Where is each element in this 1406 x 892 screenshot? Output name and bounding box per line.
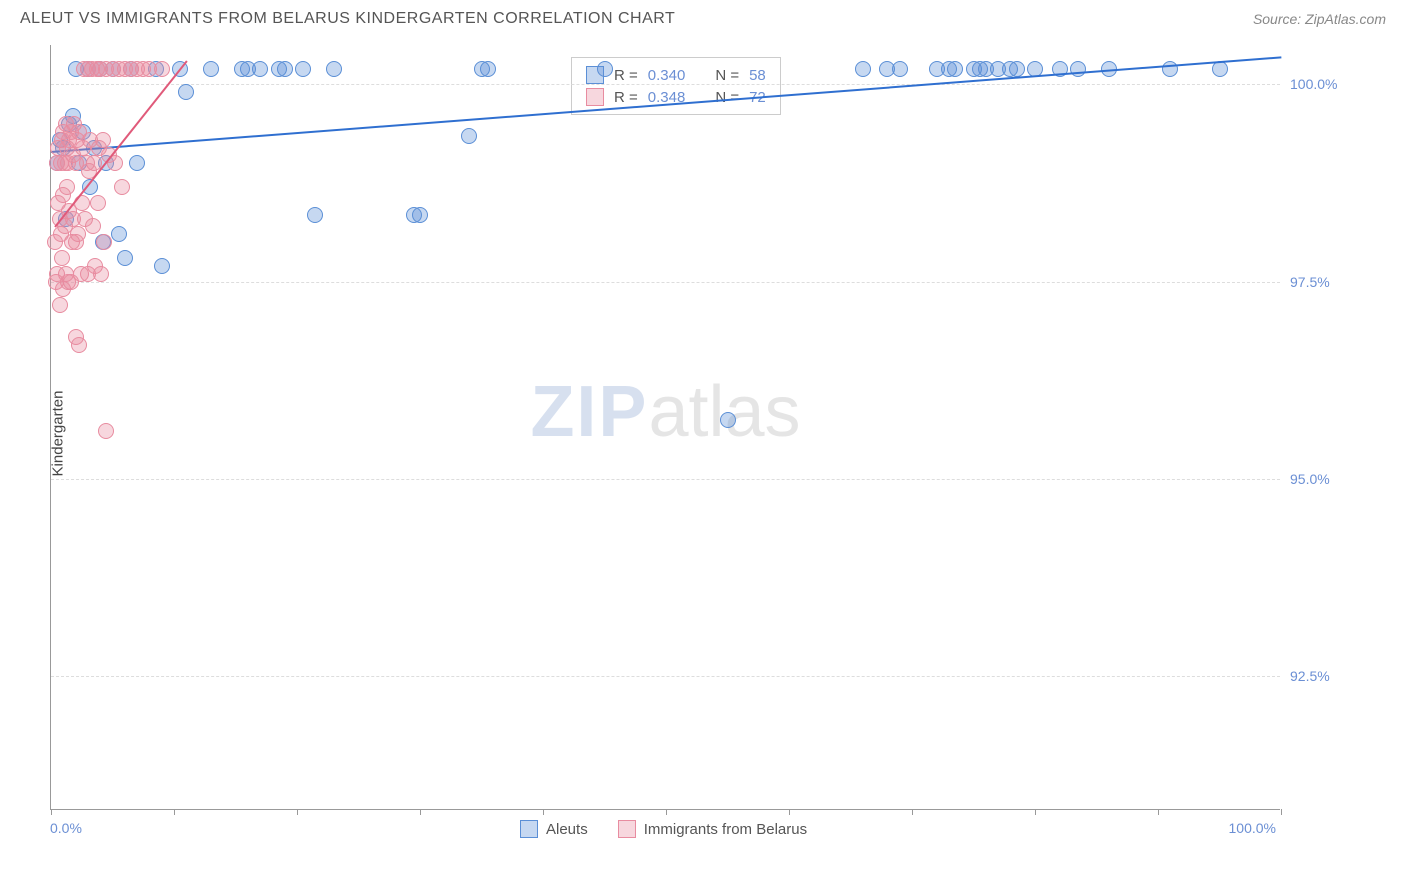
data-point — [307, 207, 323, 223]
gridline — [51, 84, 1280, 85]
gridline — [51, 282, 1280, 283]
data-point — [90, 195, 106, 211]
data-point — [93, 266, 109, 282]
data-point — [71, 337, 87, 353]
stats-row-aleuts: R = 0.340 N = 58 — [586, 64, 766, 86]
data-point — [1009, 61, 1025, 77]
data-point — [129, 155, 145, 171]
data-point — [96, 234, 112, 250]
data-point — [326, 61, 342, 77]
y-tick-label: 92.5% — [1290, 668, 1330, 684]
x-tick — [1281, 809, 1282, 815]
data-point — [295, 61, 311, 77]
chart-title: ALEUT VS IMMIGRANTS FROM BELARUS KINDERG… — [20, 10, 675, 28]
data-point — [154, 61, 170, 77]
data-point — [95, 132, 111, 148]
gridline — [51, 676, 1280, 677]
legend-item-aleuts: Aleuts — [520, 820, 588, 838]
x-tick — [543, 809, 544, 815]
data-point — [855, 61, 871, 77]
data-point — [154, 258, 170, 274]
gridline — [51, 479, 1280, 480]
x-tick — [174, 809, 175, 815]
data-point — [1162, 61, 1178, 77]
data-point — [178, 84, 194, 100]
data-point — [52, 297, 68, 313]
x-tick — [420, 809, 421, 815]
stats-r-label: R = — [614, 89, 638, 106]
data-point — [70, 226, 86, 242]
legend: Aleuts Immigrants from Belarus — [520, 820, 807, 838]
data-point — [85, 218, 101, 234]
data-point — [114, 179, 130, 195]
plot-area: ZIPatlas R = 0.340 N = 58 R = 0.348 N = … — [50, 45, 1280, 810]
x-tick — [1035, 809, 1036, 815]
legend-label-aleuts: Aleuts — [546, 821, 588, 838]
stats-n-value-aleuts: 58 — [749, 67, 766, 84]
stats-r-label: R = — [614, 67, 638, 84]
legend-swatch-belarus-icon — [618, 820, 636, 838]
data-point — [412, 207, 428, 223]
x-axis-min-label: 0.0% — [50, 820, 82, 836]
stats-r-value-aleuts: 0.340 — [648, 67, 686, 84]
x-tick — [912, 809, 913, 815]
chart-container: Kindergarten ZIPatlas R = 0.340 N = 58 R… — [50, 45, 1386, 840]
data-point — [59, 179, 75, 195]
data-point — [461, 128, 477, 144]
swatch-belarus-icon — [586, 88, 604, 106]
x-tick — [297, 809, 298, 815]
data-point — [98, 423, 114, 439]
legend-swatch-aleuts-icon — [520, 820, 538, 838]
data-point — [277, 61, 293, 77]
data-point — [252, 61, 268, 77]
data-point — [203, 61, 219, 77]
x-tick — [666, 809, 667, 815]
legend-label-belarus: Immigrants from Belarus — [644, 821, 807, 838]
y-tick-label: 97.5% — [1290, 274, 1330, 290]
x-tick — [51, 809, 52, 815]
data-point — [947, 61, 963, 77]
data-point — [111, 226, 127, 242]
data-point — [117, 250, 133, 266]
watermark: ZIPatlas — [530, 371, 800, 453]
x-axis-max-label: 100.0% — [1229, 820, 1276, 836]
data-point — [720, 412, 736, 428]
stats-n-label: N = — [715, 67, 739, 84]
legend-item-belarus: Immigrants from Belarus — [618, 820, 807, 838]
data-point — [597, 61, 613, 77]
x-tick — [1158, 809, 1159, 815]
data-point — [480, 61, 496, 77]
y-tick-label: 95.0% — [1290, 471, 1330, 487]
x-tick — [789, 809, 790, 815]
stats-n-label: N = — [715, 89, 739, 106]
y-tick-label: 100.0% — [1290, 76, 1337, 92]
data-point — [892, 61, 908, 77]
data-point — [54, 250, 70, 266]
watermark-zip: ZIP — [530, 372, 648, 452]
source-label: Source: ZipAtlas.com — [1253, 11, 1386, 27]
